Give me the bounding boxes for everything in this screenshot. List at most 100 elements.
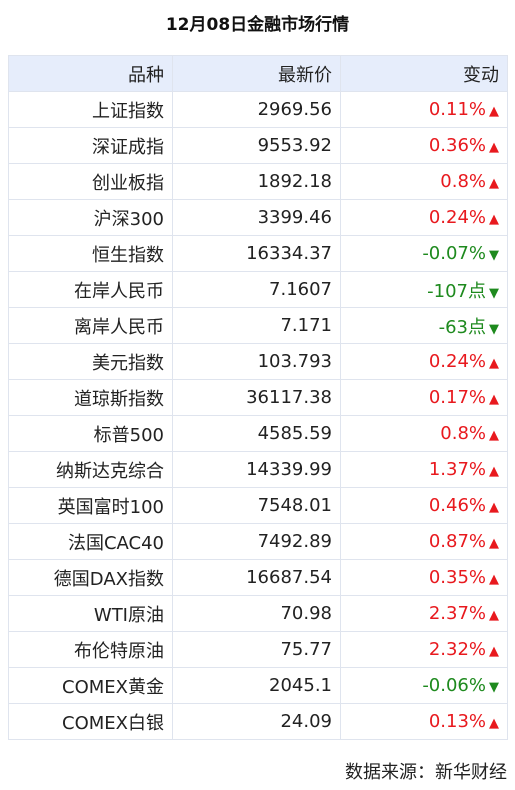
name-cell: 恒生指数 <box>8 235 173 272</box>
change-cell: 0.87% ▲ <box>340 523 508 560</box>
trend-arrow: ▲ <box>489 716 499 731</box>
name-cell: 标普500 <box>8 415 173 452</box>
table-row: 标普500 4585.59 0.8% ▲ <box>8 415 508 452</box>
change-cell: 0.11% ▲ <box>340 91 508 128</box>
price-cell: 36117.38 <box>172 379 341 416</box>
name-cell: 深证成指 <box>8 127 173 164</box>
trend-arrow: ▲ <box>489 356 499 371</box>
change-cell: 2.32% ▲ <box>340 631 508 668</box>
change-cell: 0.35% ▲ <box>340 559 508 596</box>
change-text: -107点 <box>427 280 486 302</box>
change-cell: 0.46% ▲ <box>340 487 508 524</box>
name-cell: 上证指数 <box>8 91 173 128</box>
trend-arrow: ▼ <box>489 680 499 695</box>
trend-arrow: ▲ <box>489 212 499 227</box>
name-cell: 布伦特原油 <box>8 631 173 668</box>
change-cell: 0.24% ▲ <box>340 199 508 236</box>
trend-arrow: ▲ <box>489 644 499 659</box>
price-cell: 16334.37 <box>172 235 341 272</box>
table-row: 德国DAX指数 16687.54 0.35% ▲ <box>8 559 508 596</box>
change-text: 0.46% <box>428 495 486 516</box>
price-cell: 70.98 <box>172 595 341 632</box>
change-text: 0.87% <box>428 531 486 552</box>
name-cell: 德国DAX指数 <box>8 559 173 596</box>
trend-arrow: ▲ <box>489 464 499 479</box>
table-row: COMEX白银 24.09 0.13% ▲ <box>8 703 508 740</box>
name-cell: 纳斯达克综合 <box>8 451 173 488</box>
table-row: 布伦特原油 75.77 2.32% ▲ <box>8 631 508 668</box>
header-cell: 最新价 <box>172 55 341 92</box>
trend-arrow: ▲ <box>489 572 499 587</box>
market-table: 品种 最新价 变动 上证指数 2969.56 0.11% ▲ 深证成指 9553.92 0.… <box>8 55 508 740</box>
change-text: 0.36% <box>428 135 486 156</box>
change-text: 0.11% <box>428 99 486 120</box>
change-text: -0.06% <box>422 675 486 696</box>
trend-arrow: ▼ <box>489 321 499 337</box>
table-row: 沪深300 3399.46 0.24% ▲ <box>8 199 508 236</box>
trend-arrow: ▲ <box>489 104 499 119</box>
table-row: 离岸人民币 7.171 -63点 ▼ <box>8 307 508 344</box>
change-cell: -63点 ▼ <box>340 307 508 344</box>
name-cell: 沪深300 <box>8 199 173 236</box>
table-row: 上证指数 2969.56 0.11% ▲ <box>8 91 508 128</box>
price-cell: 75.77 <box>172 631 341 668</box>
name-cell: WTI原油 <box>8 595 173 632</box>
change-text: -0.07% <box>422 243 486 264</box>
table-row: 法国CAC40 7492.89 0.87% ▲ <box>8 523 508 560</box>
change-text: 0.8% <box>440 423 486 444</box>
change-cell: 1.37% ▲ <box>340 451 508 488</box>
table-row: 纳斯达克综合 14339.99 1.37% ▲ <box>8 451 508 488</box>
change-text: 0.24% <box>428 351 486 372</box>
trend-arrow: ▲ <box>489 392 499 407</box>
change-cell: 0.36% ▲ <box>340 127 508 164</box>
change-cell: 0.24% ▲ <box>340 343 508 380</box>
table-body: 上证指数 2969.56 0.11% ▲ 深证成指 9553.92 0.36% ▲ 创业板指 18… <box>8 91 508 740</box>
price-cell: 7492.89 <box>172 523 341 560</box>
table-row: 美元指数 103.793 0.24% ▲ <box>8 343 508 380</box>
change-text: 0.8% <box>440 171 486 192</box>
price-cell: 14339.99 <box>172 451 341 488</box>
change-text: 0.13% <box>428 711 486 732</box>
change-cell: 0.13% ▲ <box>340 703 508 740</box>
change-text: 0.35% <box>428 567 486 588</box>
name-cell: 美元指数 <box>8 343 173 380</box>
change-cell: -107点 ▼ <box>340 271 508 308</box>
table-row: COMEX黄金 2045.1 -0.06% ▼ <box>8 667 508 704</box>
change-text: -63点 <box>438 316 486 338</box>
price-cell: 3399.46 <box>172 199 341 236</box>
name-cell: 离岸人民币 <box>8 307 173 344</box>
trend-arrow: ▼ <box>489 248 499 263</box>
header-row: 品种 最新价 变动 <box>8 55 508 92</box>
trend-arrow: ▲ <box>489 176 499 191</box>
change-cell: -0.06% ▼ <box>340 667 508 704</box>
price-cell: 103.793 <box>172 343 341 380</box>
name-cell: COMEX黄金 <box>8 667 173 704</box>
table-row: 英国富时100 7548.01 0.46% ▲ <box>8 487 508 524</box>
trend-arrow: ▲ <box>489 428 499 443</box>
table-row: 恒生指数 16334.37 -0.07% ▼ <box>8 235 508 272</box>
price-cell: 2045.1 <box>172 667 341 704</box>
name-cell: COMEX白银 <box>8 703 173 740</box>
price-cell: 16687.54 <box>172 559 341 596</box>
name-cell: 创业板指 <box>8 163 173 200</box>
change-cell: 0.17% ▲ <box>340 379 508 416</box>
table-row: 深证成指 9553.92 0.36% ▲ <box>8 127 508 164</box>
price-cell: 1892.18 <box>172 163 341 200</box>
trend-arrow: ▲ <box>489 536 499 551</box>
title: 12月08日金融市场行情 <box>165 15 350 35</box>
change-text: 2.32% <box>428 639 486 660</box>
change-cell: -0.07% ▼ <box>340 235 508 272</box>
price-cell: 7.171 <box>172 307 341 344</box>
change-text: 0.17% <box>428 387 486 408</box>
source: 数据来源：新华财经 <box>345 762 507 783</box>
trend-arrow: ▲ <box>489 500 499 515</box>
table-row: 在岸人民币 7.1607 -107点 ▼ <box>8 271 508 308</box>
change-cell: 0.8% ▲ <box>340 163 508 200</box>
header-cell: 品种 <box>8 55 173 92</box>
price-cell: 4585.59 <box>172 415 341 452</box>
change-text: 0.24% <box>428 207 486 228</box>
price-cell: 7.1607 <box>172 271 341 308</box>
header-cell: 变动 <box>340 55 508 92</box>
price-cell: 24.09 <box>172 703 341 740</box>
